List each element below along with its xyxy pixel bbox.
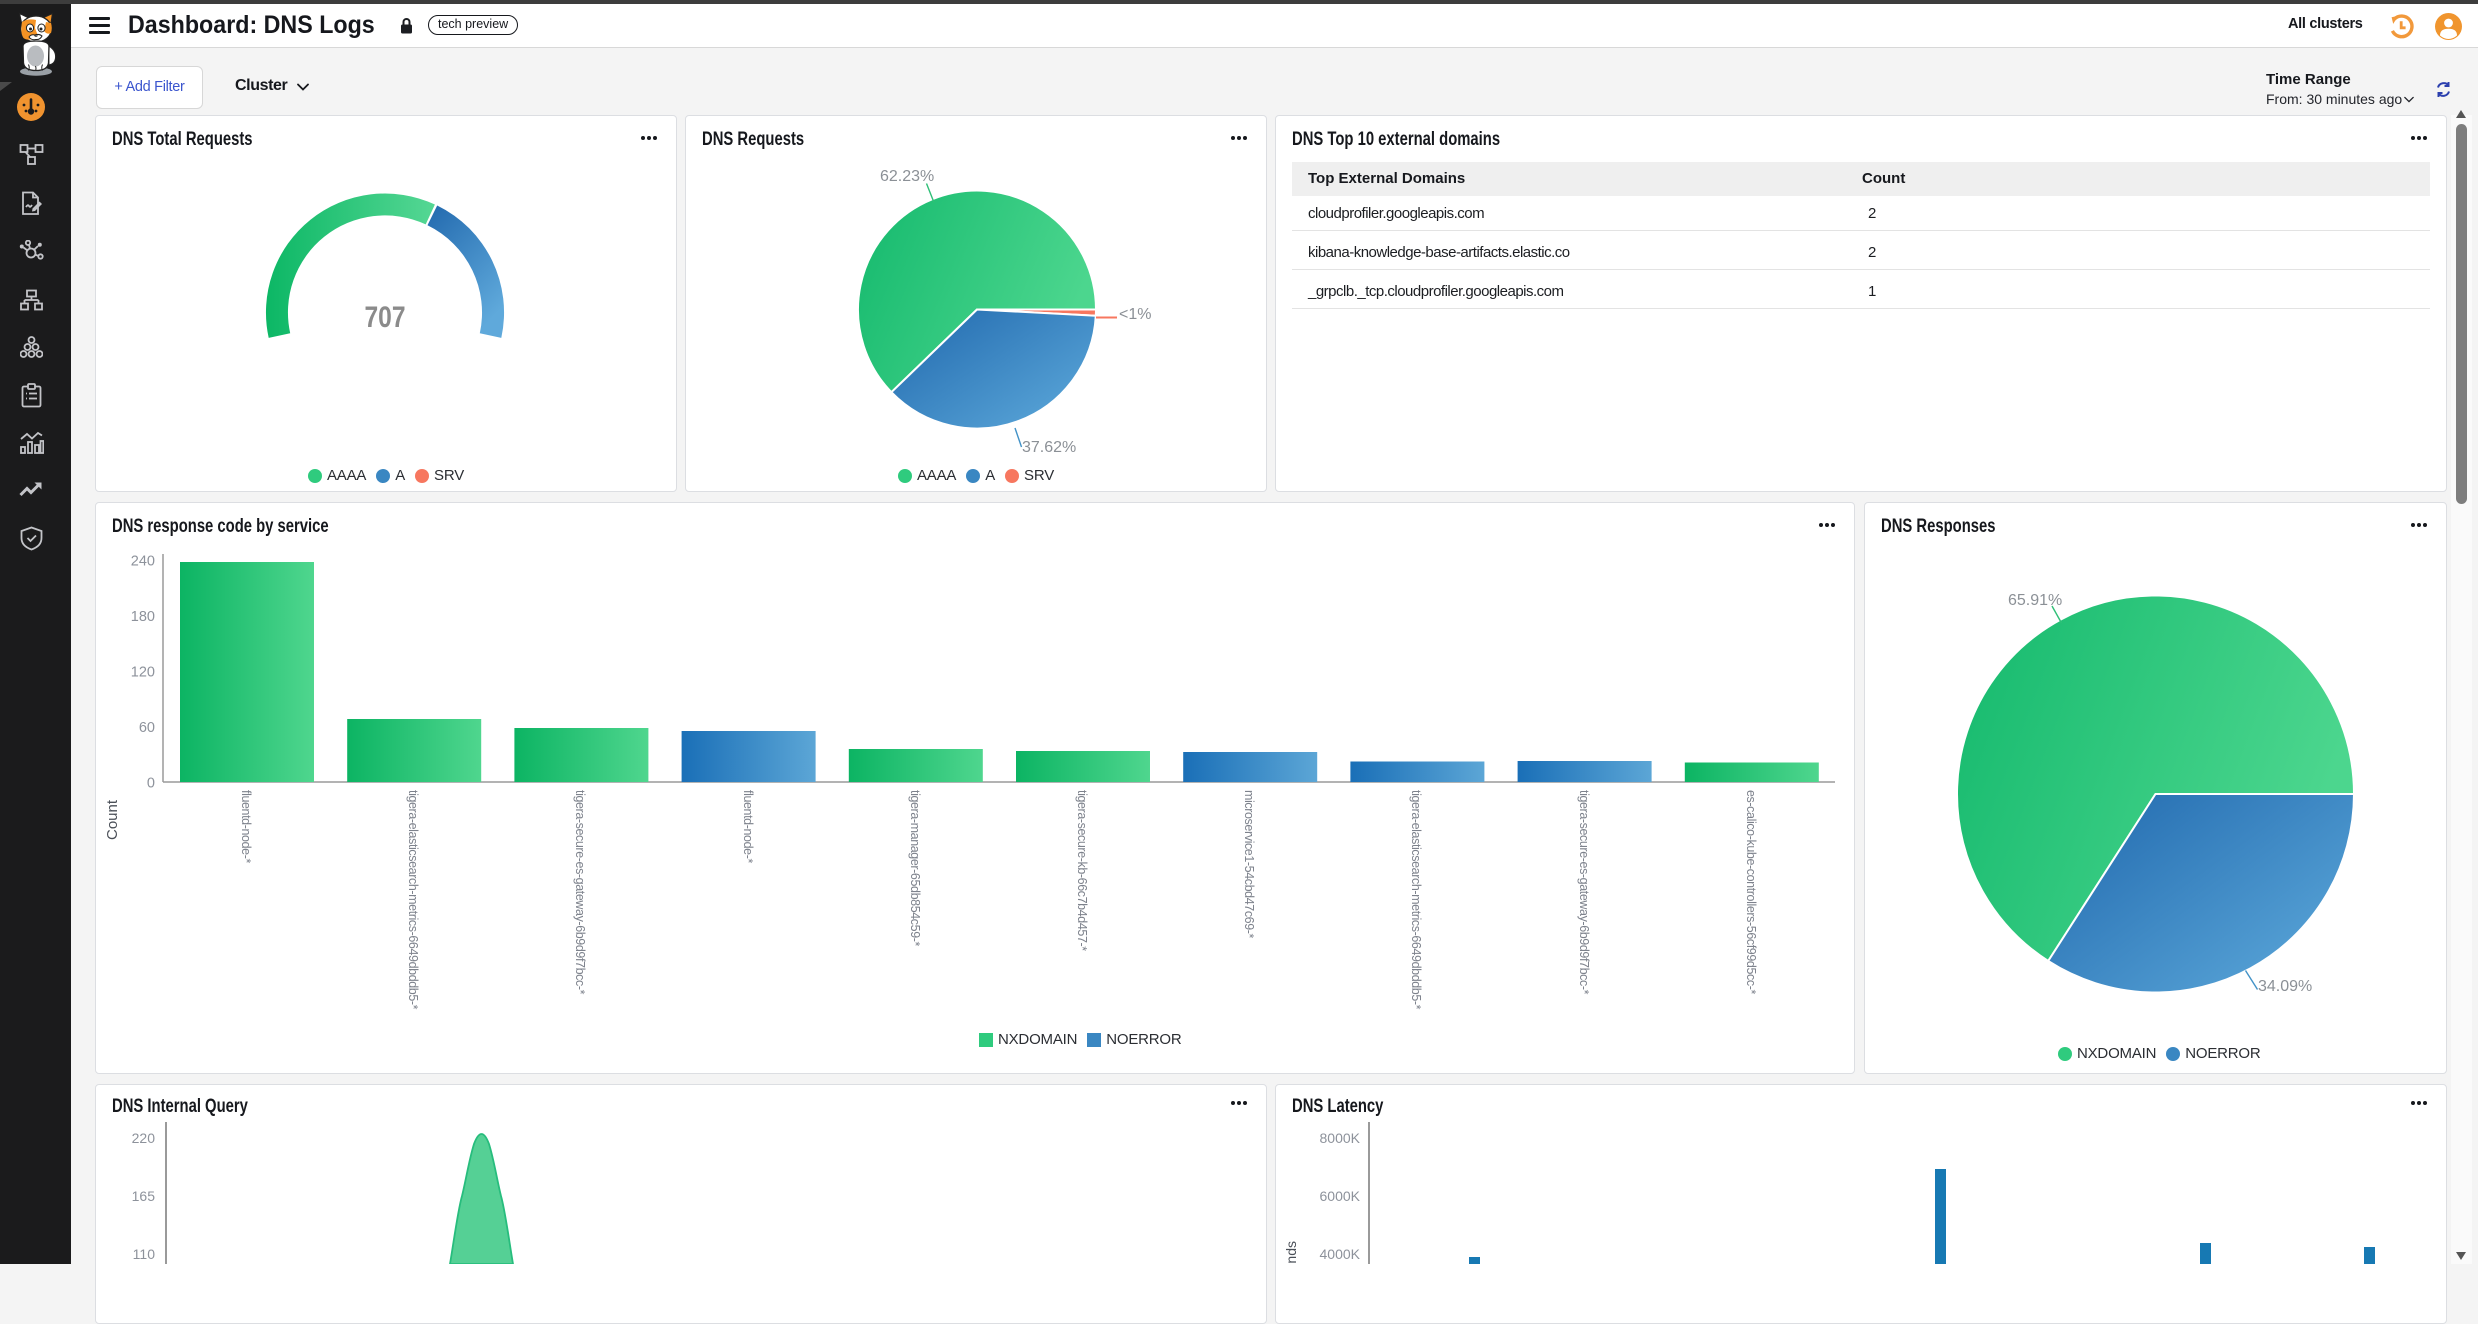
svg-text:<1%: <1% — [1119, 306, 1151, 323]
svg-text:Count: Count — [104, 799, 121, 840]
svg-text:60: 60 — [139, 720, 155, 736]
svg-text:34.09%: 34.09% — [2258, 978, 2312, 995]
svg-text:0: 0 — [147, 776, 155, 792]
svg-text:37.62%: 37.62% — [1022, 439, 1076, 456]
svg-text:65.91%: 65.91% — [2008, 592, 2062, 609]
svg-text:120: 120 — [131, 665, 155, 681]
svg-text:240: 240 — [131, 554, 155, 570]
svg-text:62.23%: 62.23% — [880, 168, 934, 185]
svg-text:180: 180 — [131, 609, 155, 625]
svg-text:707: 707 — [364, 300, 405, 334]
